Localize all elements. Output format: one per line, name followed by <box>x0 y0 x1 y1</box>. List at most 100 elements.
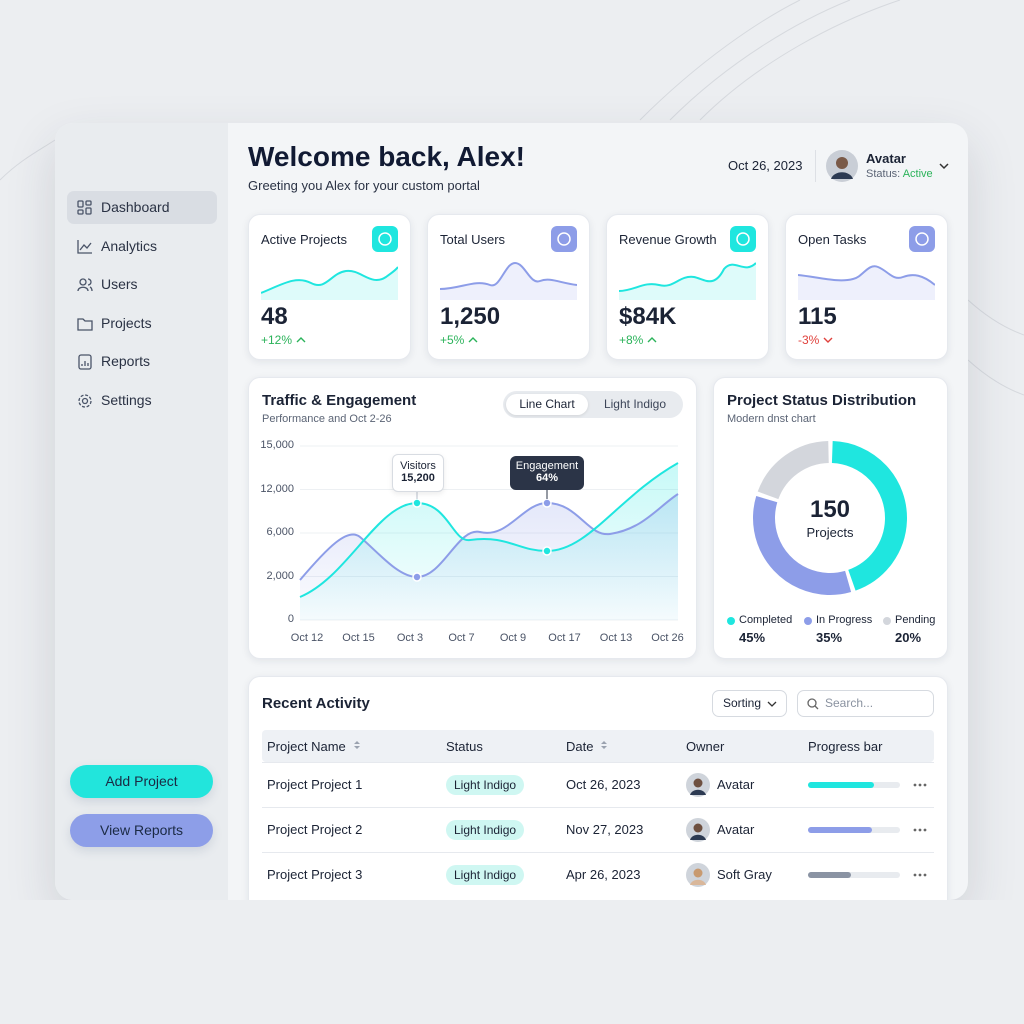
column-header: Owner <box>686 739 725 754</box>
change-arrow <box>647 337 657 343</box>
x-tick-label: Oct 13 <box>599 632 633 644</box>
point-decoration <box>412 498 422 508</box>
action-button[interactable]: View Reports <box>70 814 213 847</box>
legend-label: Completed <box>739 614 793 626</box>
progress-fill <box>808 872 852 878</box>
nav-item[interactable]: Reports <box>67 345 217 378</box>
project-name: Project Project 2 <box>267 822 363 837</box>
status-value: Active <box>902 168 933 180</box>
search-placeholder: Search... <box>825 696 874 710</box>
stat-label: Open Tasks <box>798 232 867 247</box>
search-input[interactable]: Search... <box>797 690 934 717</box>
table-header <box>262 730 934 762</box>
dropdown-chevron <box>767 701 777 707</box>
stat-value: 1,250 <box>440 303 501 330</box>
stat-value: 48 <box>261 303 288 330</box>
traffic-title: Traffic & Engagement <box>262 392 417 409</box>
tooltip: Visitors 15,200 <box>392 454 444 492</box>
owner-avatar <box>686 818 710 842</box>
stat-label: Active Projects <box>261 232 347 247</box>
stat-label: Revenue Growth <box>619 232 717 247</box>
progress-track <box>808 872 900 878</box>
y-tick-label: 2,000 <box>266 569 294 582</box>
sort-icon <box>601 741 608 749</box>
status-panel <box>713 377 948 659</box>
nav-icon <box>77 200 92 215</box>
legend-swatch <box>883 617 891 625</box>
status-title: Project Status Distribution <box>727 392 917 409</box>
sort-dropdown[interactable]: Sorting <box>712 690 787 717</box>
x-tick-label: Oct 7 <box>448 632 475 644</box>
progress-fill <box>808 782 875 788</box>
project-name: Project Project 1 <box>267 777 363 792</box>
row-menu[interactable] <box>913 828 927 832</box>
sparkline <box>440 261 577 300</box>
column-header: Status <box>446 739 483 754</box>
status-label: Status: <box>866 168 901 180</box>
change-arrow <box>823 337 833 343</box>
traffic-chart <box>299 445 679 621</box>
window-bottom-mask <box>0 900 1024 1024</box>
legend-label: Pending <box>895 614 936 626</box>
stat-change: +8% <box>619 333 657 347</box>
y-tick-label: 12,000 <box>260 482 294 495</box>
donut-chart <box>753 441 907 595</box>
tab[interactable]: Line Chart <box>506 394 588 415</box>
column-header: Progress bar <box>808 739 883 754</box>
nav-icon <box>77 278 93 292</box>
nav-item[interactable]: Analytics <box>67 230 217 263</box>
page-subtitle: Greeting you Alex for your custom portal <box>248 178 480 193</box>
row-separator <box>262 852 934 853</box>
row-date: Oct 26, 2023 <box>566 777 641 792</box>
nav-icon <box>77 318 93 331</box>
nav-item[interactable]: Users <box>67 268 217 301</box>
area-decoration <box>300 463 678 620</box>
legend-value: 20% <box>895 630 922 645</box>
action-button[interactable]: Add Project <box>70 765 213 798</box>
donut-center-label: Projects <box>806 525 854 540</box>
sparkline <box>261 266 398 300</box>
tab[interactable]: Light Indigo <box>603 397 667 411</box>
stat-change: +12% <box>261 333 306 347</box>
sort-label: Sorting <box>723 696 762 710</box>
point-decoration <box>542 546 552 556</box>
y-tick-label: 0 <box>287 613 294 625</box>
x-tick-label: Oct 26 <box>651 632 684 644</box>
x-tick-label: Oct 12 <box>290 632 324 644</box>
row-menu[interactable] <box>913 873 927 877</box>
row-menu[interactable] <box>913 783 927 787</box>
owner-name: Avatar <box>717 822 755 837</box>
row-date: Apr 26, 2023 <box>566 867 641 882</box>
tooltip-label: Engagement <box>515 460 579 472</box>
point-decoration <box>412 572 422 582</box>
column-header[interactable]: Date <box>566 739 609 754</box>
nav-icon <box>78 394 92 408</box>
tooltip-value: 64% <box>535 472 559 484</box>
y-tick-label: 15,000 <box>260 439 294 451</box>
user-name: Avatar <box>866 151 906 166</box>
x-tick-label: Oct 9 <box>499 632 527 644</box>
avatar[interactable] <box>826 150 858 182</box>
nav-item[interactable]: Settings <box>67 384 217 417</box>
row-separator <box>262 807 934 808</box>
legend-label: In Progress <box>816 614 873 626</box>
donut-center-value: 150 <box>809 496 851 523</box>
nav-item[interactable]: Projects <box>67 307 217 340</box>
activity-title: Recent Activity <box>262 695 370 712</box>
nav-item[interactable]: Dashboard <box>67 191 217 224</box>
stat-icon <box>372 226 398 252</box>
tooltip-label: Visitors <box>400 460 436 472</box>
search-icon <box>807 698 819 710</box>
user-status: Status: Active <box>866 168 933 180</box>
status-badge: Light Indigo <box>446 775 525 795</box>
point-decoration <box>542 498 552 508</box>
divider <box>815 150 816 182</box>
legend-value: 35% <box>816 630 843 645</box>
sparkline <box>619 262 756 300</box>
column-header[interactable]: Project Name <box>267 739 362 754</box>
user-menu-toggle[interactable] <box>938 161 950 171</box>
owner-name: Avatar <box>717 777 755 792</box>
stat-change: -3% <box>798 333 833 347</box>
project-name: Project Project 3 <box>267 867 363 882</box>
